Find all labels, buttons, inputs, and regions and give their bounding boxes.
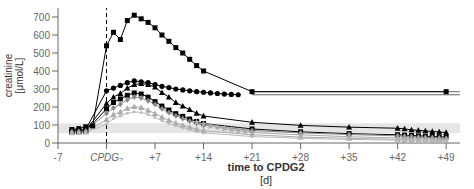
svg-text:200: 200 bbox=[33, 102, 50, 113]
svg-text:+21: +21 bbox=[244, 152, 261, 161]
svg-text:300: 300 bbox=[33, 84, 50, 95]
svg-text:100: 100 bbox=[33, 120, 50, 131]
svg-text:+49: +49 bbox=[438, 152, 455, 161]
svg-text:creatinine[μmol/L]: creatinine[μmol/L] bbox=[8, 53, 25, 97]
html-text:[d]: [d] bbox=[259, 174, 273, 186]
svg-text:CPDG₂: CPDG₂ bbox=[90, 152, 123, 161]
svg-text:-7: -7 bbox=[54, 152, 63, 161]
svg-text:600: 600 bbox=[33, 30, 50, 41]
svg-text:0: 0 bbox=[44, 138, 50, 149]
html-text:time to CPDG2: time to CPDG2 bbox=[227, 161, 305, 173]
svg-text:+42: +42 bbox=[389, 152, 406, 161]
svg-text:+28: +28 bbox=[292, 152, 309, 161]
svg-text:+35: +35 bbox=[341, 152, 358, 161]
svg-text:+7: +7 bbox=[149, 152, 161, 161]
svg-text:700: 700 bbox=[33, 12, 50, 23]
svg-text:500: 500 bbox=[33, 48, 50, 59]
svg-text:+14: +14 bbox=[195, 152, 212, 161]
svg-text:400: 400 bbox=[33, 66, 50, 77]
